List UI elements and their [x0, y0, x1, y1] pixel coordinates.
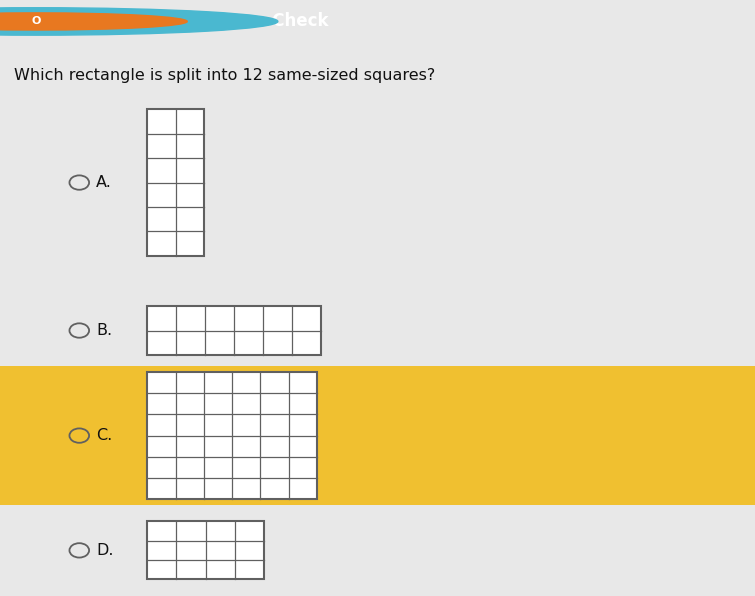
Text: C.: C.	[96, 428, 112, 443]
Text: Mathematics Progress Check: Mathematics Progress Check	[57, 13, 328, 30]
Circle shape	[0, 13, 187, 30]
Circle shape	[0, 8, 278, 35]
Bar	[147, 372, 317, 499]
Text: B.: B.	[96, 323, 112, 338]
Text: O: O	[32, 17, 41, 26]
Text: Which rectangle is split into 12 same-sized squares?: Which rectangle is split into 12 same-si…	[14, 68, 435, 83]
Text: A.: A.	[96, 175, 112, 190]
Text: D.: D.	[96, 543, 113, 558]
Text: ext: ext	[4, 15, 23, 28]
Bar	[147, 109, 204, 256]
Bar	[147, 306, 321, 355]
Bar	[147, 522, 264, 579]
Bar	[0, 367, 755, 505]
